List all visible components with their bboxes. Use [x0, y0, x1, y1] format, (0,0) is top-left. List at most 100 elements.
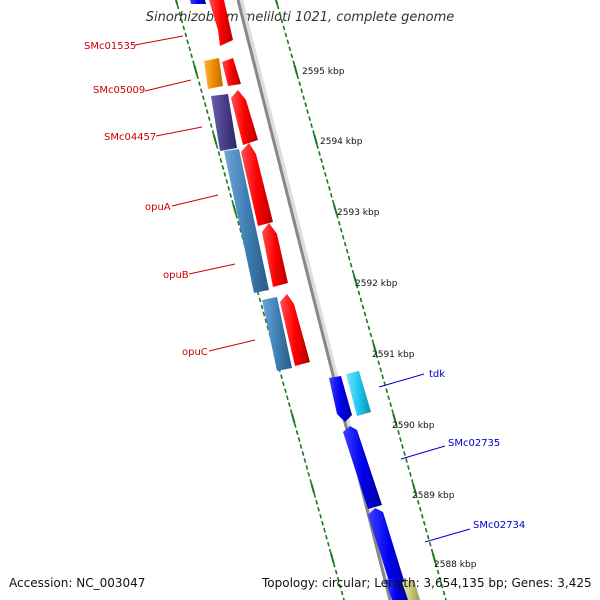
forward-genes: [209, 0, 310, 366]
tick-mark: [290, 413, 296, 424]
tick-mark: [345, 248, 349, 254]
gene-label-smc05009[interactable]: SMc05009: [93, 85, 145, 96]
label-leader-line: [144, 79, 192, 92]
cog-band-purple: [211, 94, 237, 151]
tick-mark: [176, 4, 180, 10]
gene-label-opub[interactable]: opuB: [163, 270, 189, 281]
gene-label-smc02735[interactable]: SMc02735: [448, 438, 500, 449]
tick-mark: [304, 102, 308, 108]
tick-mark: [336, 576, 340, 582]
tick-mark: [289, 409, 293, 414]
gene-label-smc01535[interactable]: SMc01535: [84, 41, 136, 52]
gene-arrow-forward: [222, 58, 241, 86]
tick-mark: [397, 430, 400, 435]
tick-mark: [299, 444, 303, 449]
tick-mark: [372, 343, 378, 354]
tick-mark: [377, 360, 381, 366]
tick-mark: [428, 541, 432, 547]
tick-mark: [231, 199, 234, 205]
gene-arrow-reverse: [368, 508, 410, 600]
tick-mark: [392, 413, 397, 424]
tick-mark: [219, 158, 223, 163]
tick-mark: [296, 74, 300, 80]
tick-label: 2590 kbp: [392, 421, 435, 431]
gene-arrow-reverse: [329, 376, 352, 422]
tick-mark: [282, 381, 285, 387]
tick-mark: [309, 479, 313, 484]
gene-arrow-forward: [262, 223, 288, 287]
tick-mark: [215, 144, 219, 149]
tick-mark: [329, 192, 333, 198]
tick-mark: [290, 53, 294, 59]
cog-band-orange: [204, 58, 223, 89]
backbone-line: [236, 0, 392, 600]
tick-mark: [328, 186, 331, 191]
tick-mark: [430, 548, 434, 554]
tick-mark: [205, 109, 209, 114]
tick-mark: [301, 451, 305, 456]
gene-label-smc04457[interactable]: SMc04457: [104, 132, 156, 143]
tick-mark: [300, 88, 304, 94]
tick-mark: [186, 39, 190, 45]
tick-mark: [305, 465, 309, 470]
tick-mark: [284, 388, 287, 394]
tick-mark: [338, 583, 342, 589]
accession-label: Accession: NC_003047: [9, 576, 146, 590]
tick-mark: [223, 172, 227, 177]
tick-mark: [379, 367, 383, 373]
tick-mark: [334, 569, 338, 575]
tick-mark: [327, 541, 330, 547]
tick-mark: [431, 553, 437, 564]
tick-mark: [317, 506, 320, 512]
tick-mark: [444, 597, 447, 600]
tick-mark: [349, 262, 353, 268]
tick-mark: [282, 25, 286, 31]
tick-mark: [340, 590, 344, 596]
gene-arrow-forward: [231, 90, 258, 145]
gene-arrow-forward: [241, 143, 273, 226]
tick-mark: [307, 472, 311, 477]
tick-mark: [434, 562, 438, 568]
tick-mark: [335, 213, 339, 219]
tick-mark: [278, 11, 282, 17]
tick-mark: [401, 444, 404, 449]
tick-mark: [184, 32, 188, 38]
tick-mark: [203, 102, 207, 108]
tick-mark: [298, 81, 302, 87]
tick-marks: [174, 0, 447, 600]
tick-mark: [420, 513, 424, 519]
cog-band-cyan: [346, 371, 371, 416]
tick-mark: [217, 151, 221, 156]
tick-mark: [321, 520, 324, 526]
tick-mark: [339, 227, 343, 233]
cog-band-olive: [402, 580, 420, 600]
tick-mark: [352, 274, 358, 285]
tick-mark: [326, 179, 329, 184]
tick-mark: [310, 123, 313, 128]
tick-mark: [178, 11, 182, 17]
tick-mark: [351, 269, 355, 275]
tick-mark: [438, 576, 442, 582]
tick-mark: [235, 213, 238, 219]
gene-label-opuc[interactable]: opuC: [182, 347, 208, 358]
tick-mark: [276, 4, 280, 10]
tick-mark: [355, 283, 359, 289]
tick-mark: [418, 506, 422, 512]
gene-label-tdk[interactable]: tdk: [429, 369, 445, 380]
tick-mark: [337, 220, 341, 226]
tick-mark: [332, 562, 336, 568]
left-gene-labels: SMc01535 SMc05009 SMc04457 opuA opuB opu…: [84, 35, 256, 358]
kbp-labels: 2595 kbp 2594 kbp 2593 kbp 2592 kbp 2591…: [302, 67, 477, 570]
gene-label-smc02734[interactable]: SMc02734: [473, 520, 525, 531]
tick-mark: [318, 151, 321, 156]
gene-label-opua[interactable]: opuA: [145, 202, 171, 213]
tick-mark: [313, 134, 318, 145]
tick-mark: [414, 492, 418, 498]
tick-mark: [209, 123, 213, 128]
tick-mark: [323, 527, 326, 533]
tick-mark: [288, 46, 292, 52]
tick-label: 2588 kbp: [434, 560, 477, 570]
label-leader-line: [188, 263, 236, 275]
tick-mark: [329, 553, 335, 564]
gene-arrow-forward: [280, 294, 310, 366]
